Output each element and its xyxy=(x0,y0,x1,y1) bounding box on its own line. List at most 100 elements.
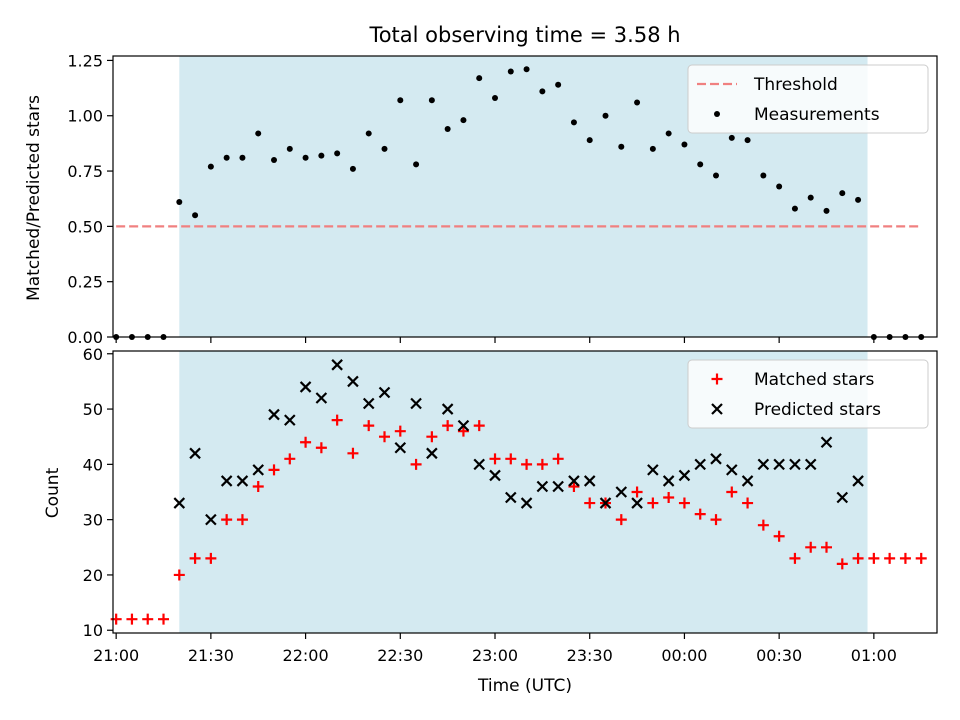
matched-star-point xyxy=(678,497,690,509)
measurement-point xyxy=(223,154,230,161)
matched-star-point xyxy=(868,552,880,564)
predicted-star-point xyxy=(631,497,643,509)
predicted-star-point xyxy=(331,359,343,371)
y-tick-label: 0.00 xyxy=(67,328,103,347)
matched-star-point xyxy=(394,425,406,437)
matched-star-point xyxy=(252,480,264,492)
matched-star-point xyxy=(284,453,296,465)
y-axis-label-ratio: Matched/Predicted stars xyxy=(24,95,44,301)
measurement-point xyxy=(776,183,783,190)
predicted-star-point xyxy=(362,397,375,410)
predicted-star-point xyxy=(457,419,470,432)
predicted-star-point xyxy=(678,469,691,482)
matched-star-point xyxy=(836,558,848,570)
measurement-point xyxy=(697,161,704,168)
measurement-point xyxy=(681,141,688,148)
x-tick-label: 22:00 xyxy=(283,646,329,665)
predicted-star-point xyxy=(757,458,770,471)
legend-label: Matched stars xyxy=(754,370,874,390)
measurement-point xyxy=(302,154,309,161)
x-axis-label: Time (UTC) xyxy=(477,676,572,696)
matched-star-point xyxy=(615,514,627,526)
predicted-star-point xyxy=(726,464,738,476)
x-tick-label: 23:30 xyxy=(567,646,613,665)
x-tick-label: 21:00 xyxy=(93,646,139,665)
matched-star-point xyxy=(315,442,327,454)
predicted-star-point xyxy=(410,397,422,410)
legend-predicted-swatch xyxy=(711,403,723,415)
y-tick-label: 50 xyxy=(83,400,103,419)
predicted-star-point xyxy=(347,375,359,388)
measurement-point xyxy=(507,68,514,75)
predicted-star-point xyxy=(647,464,659,476)
measurement-point xyxy=(476,75,483,82)
matched-star-point xyxy=(789,552,801,564)
measurement-point xyxy=(839,190,846,197)
matched-star-point xyxy=(173,569,185,581)
measurement-point xyxy=(791,205,798,212)
predicted-star-point xyxy=(836,491,849,504)
legend-matched-swatch xyxy=(711,373,723,385)
measurement-point xyxy=(207,163,214,170)
predicted-star-point xyxy=(268,408,280,421)
matched-star-point xyxy=(142,613,154,625)
matched-star-point xyxy=(442,420,454,432)
measurement-point xyxy=(602,112,609,119)
x-tick-label: 23:00 xyxy=(472,646,518,665)
matched-star-point xyxy=(426,431,438,443)
measurement-point xyxy=(665,130,672,137)
matched-star-point xyxy=(742,497,754,509)
matched-star-point xyxy=(821,541,833,553)
matched-star-point xyxy=(363,420,375,432)
matched-star-point xyxy=(631,486,643,498)
matched-star-point xyxy=(536,458,548,470)
matched-star-point xyxy=(489,453,501,465)
matched-star-point xyxy=(347,447,359,459)
y-axis-label-count: Count xyxy=(43,467,63,518)
matched-star-point xyxy=(379,431,391,443)
predicted-star-point xyxy=(852,475,864,487)
measurement-point xyxy=(728,134,735,141)
predicted-star-point xyxy=(583,475,596,487)
measurement-point xyxy=(618,143,625,150)
x-tick-label: 00:30 xyxy=(756,646,802,665)
predicted-star-point xyxy=(615,486,628,498)
measurement-point xyxy=(823,207,830,214)
predicted-star-point xyxy=(205,513,217,526)
matched-star-point xyxy=(647,497,659,509)
predicted-star-point xyxy=(520,497,533,509)
count-legend: Matched stars Predicted stars xyxy=(687,359,929,429)
matched-star-point xyxy=(584,497,596,509)
measurement-point xyxy=(523,66,530,73)
predicted-star-point xyxy=(299,381,312,393)
y-tick-label: 60 xyxy=(83,345,103,364)
measurement-point xyxy=(239,154,246,161)
measurement-point xyxy=(539,88,546,95)
legend-label: Measurements xyxy=(754,105,880,125)
measurement-point xyxy=(807,194,814,201)
predicted-star-point xyxy=(189,447,201,460)
measurement-point xyxy=(271,156,278,163)
predicted-star-point xyxy=(804,458,817,471)
measurement-point xyxy=(176,199,183,206)
measurement-point xyxy=(634,99,641,106)
matched-star-point xyxy=(899,552,911,564)
predicted-star-point xyxy=(473,458,485,471)
predicted-star-point xyxy=(394,441,407,454)
measurement-point xyxy=(444,126,451,133)
predicted-star-point xyxy=(284,414,296,426)
predicted-star-point xyxy=(315,392,328,404)
predicted-star-point xyxy=(568,475,580,487)
measurement-point xyxy=(334,150,341,157)
measurement-point xyxy=(286,145,293,152)
y-tick-label: 40 xyxy=(83,455,103,474)
measurement-point xyxy=(349,165,356,172)
matched-star-point xyxy=(205,552,217,564)
predicted-star-point xyxy=(694,458,706,471)
predicted-star-point xyxy=(220,475,233,487)
measurement-point xyxy=(460,117,467,124)
matched-star-point xyxy=(710,514,722,526)
predicted-star-point xyxy=(820,436,833,449)
measurement-point xyxy=(397,97,404,104)
